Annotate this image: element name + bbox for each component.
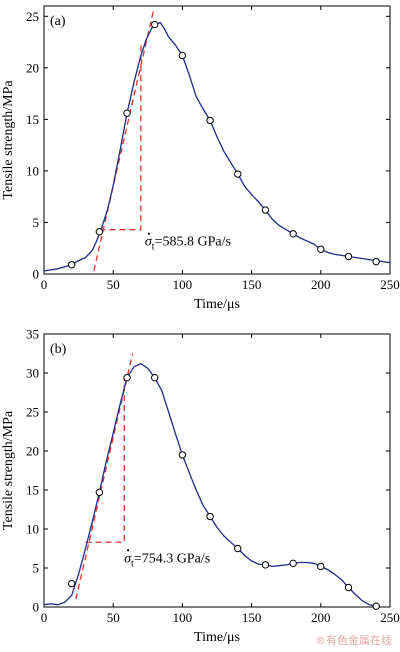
rate-triangle bbox=[85, 377, 125, 543]
y-tick-label: 15 bbox=[26, 483, 39, 498]
x-tick-label: 250 bbox=[380, 610, 400, 625]
data-point bbox=[289, 230, 297, 238]
x-tick-label: 250 bbox=[380, 277, 400, 292]
fit-line bbox=[93, 11, 154, 272]
data-point bbox=[95, 488, 104, 497]
rate-triangle bbox=[99, 45, 142, 231]
x-axis-label: Time/μs bbox=[194, 630, 240, 645]
data-point bbox=[123, 109, 131, 117]
data-point bbox=[67, 261, 76, 269]
x-tick-label: 200 bbox=[311, 610, 331, 625]
data-point bbox=[151, 373, 159, 382]
rate-annotation: σt=585.8 GPa/s bbox=[145, 235, 231, 253]
rate-subscript: t bbox=[131, 558, 134, 569]
data-point bbox=[261, 206, 270, 214]
y-axis-label: Tensile strength/MPa bbox=[1, 80, 16, 200]
data-point bbox=[206, 116, 214, 125]
data-point bbox=[178, 51, 187, 60]
data-point bbox=[151, 20, 159, 29]
rate-value: =754.3 GPa/s bbox=[134, 551, 210, 566]
data-point bbox=[344, 583, 353, 592]
data-point bbox=[178, 451, 187, 459]
y-tick-label: 5 bbox=[33, 215, 40, 230]
x-tick-label: 50 bbox=[107, 277, 120, 292]
y-tick-label: 30 bbox=[26, 366, 39, 381]
plot-frame bbox=[43, 333, 391, 608]
x-tick-label: 150 bbox=[242, 610, 262, 625]
data-point bbox=[261, 561, 270, 569]
y-tick-label: 10 bbox=[26, 522, 39, 537]
series-line bbox=[44, 362, 377, 607]
y-axis-label: Tensile strength/MPa bbox=[1, 410, 16, 530]
data-point bbox=[123, 373, 131, 382]
rate-subscript: t bbox=[152, 242, 155, 253]
y-tick-label: 5 bbox=[33, 561, 40, 576]
x-tick-label: 0 bbox=[41, 277, 48, 292]
data-point bbox=[289, 559, 297, 568]
x-tick-label: 100 bbox=[173, 277, 193, 292]
rate-symbol: σ bbox=[124, 551, 132, 566]
data-point bbox=[206, 512, 214, 521]
y-tick-label: 10 bbox=[26, 163, 39, 178]
data-point bbox=[317, 562, 325, 571]
chart-panel-1: 0 50 100 150 200 250 0 5 10 15 20 25 Time/μs Tensile … bbox=[1, 5, 400, 312]
y-tick-label: 25 bbox=[26, 405, 39, 420]
panel-label: (a) bbox=[50, 14, 66, 29]
data-point bbox=[372, 257, 380, 266]
y-tick-label: 20 bbox=[26, 444, 39, 459]
x-tick-label: 50 bbox=[107, 610, 120, 625]
data-point bbox=[234, 170, 242, 178]
x-tick-label: 200 bbox=[311, 277, 331, 292]
panel-label: (b) bbox=[50, 342, 67, 357]
plot-frame bbox=[43, 5, 391, 275]
y-tick-label: 0 bbox=[33, 600, 40, 615]
y-tick-label: 25 bbox=[26, 9, 39, 24]
series-line bbox=[44, 21, 390, 272]
rate-dot bbox=[147, 232, 150, 235]
x-tick-label: 150 bbox=[242, 277, 262, 292]
y-tick-label: 35 bbox=[26, 327, 39, 342]
rate-dot bbox=[127, 549, 130, 552]
watermark: ®有色金属在线 bbox=[315, 634, 392, 647]
chart-panel-2: 0 50 100 150 200 250 0 5 10 15 20 25 30 35 Time/μs Tens… bbox=[1, 327, 400, 646]
y-tick-label: 15 bbox=[26, 112, 39, 127]
y-tick-label: 20 bbox=[26, 60, 39, 75]
x-axis-label: Time/μs bbox=[194, 297, 240, 312]
x-tick-label: 0 bbox=[41, 610, 48, 625]
data-point bbox=[317, 245, 325, 253]
data-point bbox=[67, 579, 76, 588]
x-tick-label: 100 bbox=[173, 610, 193, 625]
rate-symbol: σ bbox=[145, 235, 153, 250]
data-point bbox=[344, 252, 353, 261]
y-tick-label: 0 bbox=[33, 267, 40, 282]
rate-annotation: σt=754.3 GPa/s bbox=[124, 551, 210, 569]
data-point bbox=[95, 228, 104, 236]
data-point bbox=[372, 602, 380, 610]
data-point bbox=[234, 544, 242, 553]
rate-value: =585.8 GPa/s bbox=[155, 235, 231, 250]
